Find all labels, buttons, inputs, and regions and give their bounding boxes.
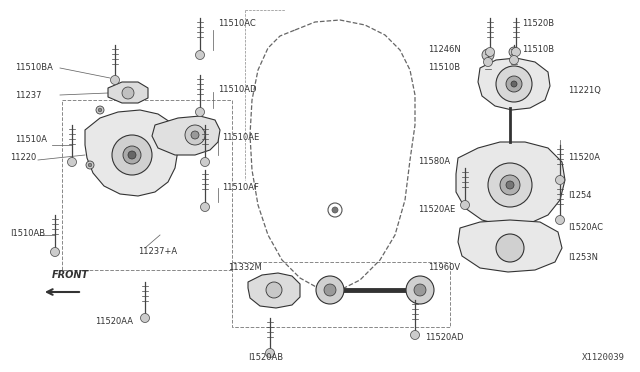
Text: 11246N: 11246N <box>428 45 461 55</box>
Polygon shape <box>478 58 550 110</box>
Circle shape <box>496 234 524 262</box>
Text: 11510A: 11510A <box>15 135 47 144</box>
Text: 11520A: 11520A <box>568 154 600 163</box>
Polygon shape <box>108 82 148 103</box>
Circle shape <box>195 108 205 116</box>
Text: 11520AA: 11520AA <box>95 317 133 327</box>
Bar <box>62 100 232 270</box>
Text: 11332M: 11332M <box>228 263 262 273</box>
Text: 11510B: 11510B <box>428 64 460 73</box>
Text: 11520B: 11520B <box>522 19 554 29</box>
Circle shape <box>112 135 152 175</box>
Circle shape <box>461 201 470 209</box>
Circle shape <box>511 81 517 87</box>
Circle shape <box>332 207 338 213</box>
Circle shape <box>483 58 493 67</box>
Circle shape <box>506 181 514 189</box>
Circle shape <box>486 48 495 57</box>
Text: 11520AE: 11520AE <box>418 205 455 215</box>
Polygon shape <box>85 110 178 196</box>
Circle shape <box>67 157 77 167</box>
Circle shape <box>328 203 342 217</box>
Text: 11510AD: 11510AD <box>218 86 257 94</box>
Text: X1120039: X1120039 <box>582 353 625 362</box>
Text: 11510B: 11510B <box>522 45 554 55</box>
Text: 11520AD: 11520AD <box>425 334 463 343</box>
Circle shape <box>86 161 94 169</box>
Text: 11510AF: 11510AF <box>222 183 259 192</box>
Circle shape <box>511 48 520 57</box>
Circle shape <box>316 276 344 304</box>
Circle shape <box>266 282 282 298</box>
Circle shape <box>195 51 205 60</box>
Text: 11220: 11220 <box>10 154 36 163</box>
Circle shape <box>122 87 134 99</box>
Circle shape <box>128 151 136 159</box>
Circle shape <box>51 247 60 257</box>
Circle shape <box>410 330 419 340</box>
Text: 11510AE: 11510AE <box>222 134 259 142</box>
Circle shape <box>200 157 209 167</box>
Text: 11510BA: 11510BA <box>15 64 53 73</box>
Circle shape <box>506 76 522 92</box>
Circle shape <box>111 76 120 84</box>
Circle shape <box>98 108 102 112</box>
Circle shape <box>500 175 520 195</box>
Text: I1510AB: I1510AB <box>10 228 45 237</box>
Circle shape <box>414 284 426 296</box>
Circle shape <box>266 349 275 357</box>
Circle shape <box>200 202 209 212</box>
Text: I1254: I1254 <box>568 190 591 199</box>
Circle shape <box>406 276 434 304</box>
Circle shape <box>141 314 150 323</box>
Circle shape <box>556 176 564 185</box>
Bar <box>232 262 450 327</box>
Text: 11510AC: 11510AC <box>218 19 256 29</box>
Circle shape <box>556 215 564 224</box>
Circle shape <box>185 125 205 145</box>
Circle shape <box>509 47 519 57</box>
Circle shape <box>496 66 532 102</box>
Circle shape <box>482 49 494 61</box>
Text: 11580A: 11580A <box>418 157 450 167</box>
Circle shape <box>324 284 336 296</box>
Circle shape <box>123 146 141 164</box>
Text: I1520AC: I1520AC <box>568 224 603 232</box>
Polygon shape <box>248 273 300 308</box>
Text: FRONT: FRONT <box>52 270 89 280</box>
Circle shape <box>509 55 518 64</box>
Circle shape <box>88 163 92 167</box>
Text: 11960V: 11960V <box>428 263 460 273</box>
Text: 11237: 11237 <box>15 90 42 99</box>
Circle shape <box>96 106 104 114</box>
Polygon shape <box>456 142 565 226</box>
Text: 11221Q: 11221Q <box>568 86 601 94</box>
Polygon shape <box>458 220 562 272</box>
Polygon shape <box>152 116 220 155</box>
Circle shape <box>191 131 199 139</box>
Text: 11237+A: 11237+A <box>138 247 177 257</box>
Circle shape <box>488 163 532 207</box>
Text: I1253N: I1253N <box>568 253 598 263</box>
Text: I1520AB: I1520AB <box>248 353 283 362</box>
